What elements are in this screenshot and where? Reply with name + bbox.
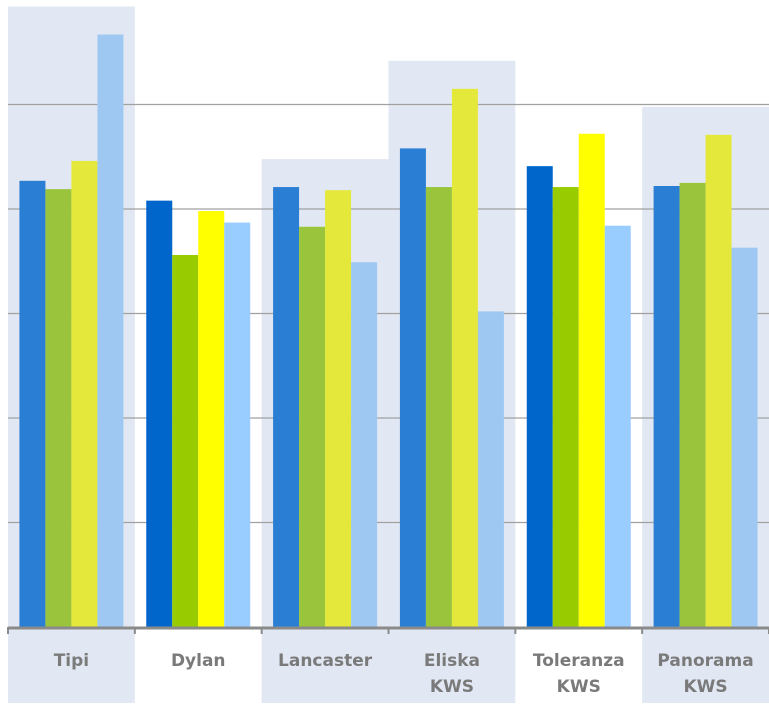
bar (552, 187, 579, 627)
x-tick-label-line: Lancaster (278, 651, 373, 671)
bar (299, 226, 326, 627)
x-tick-label: Toleranza KWS (533, 651, 625, 697)
bar (578, 133, 605, 627)
bar (71, 160, 98, 627)
bar (477, 311, 504, 627)
bar (451, 88, 478, 627)
x-tick-label-line: Tipi (54, 651, 89, 671)
x-tick-label-line: KWS (430, 677, 474, 697)
bar (146, 200, 173, 627)
x-tick-label-line: Eliska (424, 651, 480, 671)
bar (425, 187, 452, 627)
bar (198, 211, 225, 627)
x-tick-label-line: KWS (683, 677, 727, 697)
x-tick-label: Tipi (54, 651, 89, 671)
bar (325, 190, 352, 627)
bar (399, 148, 426, 627)
x-tick-label: Lancaster (278, 651, 373, 671)
bar (731, 247, 758, 628)
x-tick-label: Eliska KWS (424, 651, 480, 697)
bar (351, 262, 378, 627)
bar (705, 134, 732, 627)
x-tick-label-line: Dylan (171, 651, 226, 671)
bar (97, 34, 124, 628)
x-tick-label: Panorama KWS (657, 651, 753, 697)
x-tick-label-line: KWS (557, 677, 601, 697)
bar (172, 254, 199, 628)
bar (273, 187, 300, 627)
bar (526, 166, 553, 627)
x-tick-label-line: Panorama (657, 651, 753, 671)
bar (45, 189, 72, 627)
bar (224, 222, 251, 627)
gridlines (8, 103, 769, 524)
bar (679, 182, 706, 627)
x-axis (7, 626, 769, 634)
bars (19, 34, 758, 628)
bar (653, 186, 680, 627)
x-tick-label-line: Toleranza (533, 651, 625, 671)
bar (604, 225, 631, 627)
bar (19, 180, 46, 627)
x-tick-label: Dylan (171, 651, 226, 671)
